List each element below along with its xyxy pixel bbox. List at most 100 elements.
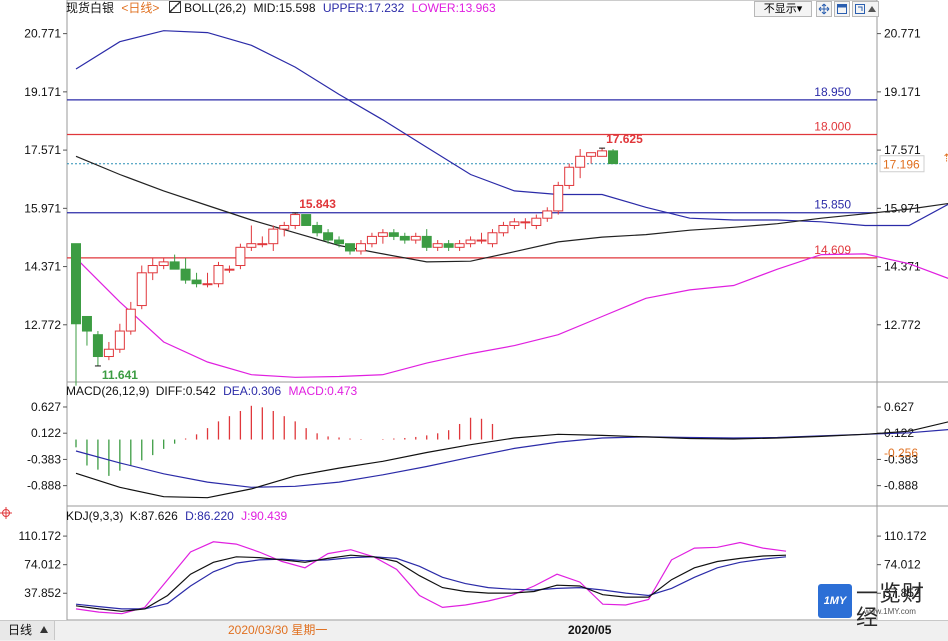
macd-diff-line bbox=[75, 421, 948, 499]
kdj-d-value: D:86.220 bbox=[185, 509, 234, 523]
candle-body bbox=[71, 243, 81, 325]
candle-body bbox=[136, 272, 147, 307]
boll-mid-line bbox=[75, 155, 948, 263]
candle-body bbox=[454, 243, 465, 248]
candle-body bbox=[312, 224, 323, 234]
candle-body bbox=[509, 221, 520, 226]
date-cursor-label: 2020/03/30 星期一 bbox=[228, 623, 328, 637]
boll-upper-value: UPPER:17.232 bbox=[322, 1, 405, 15]
kdj-d-line bbox=[75, 556, 787, 610]
candle-body bbox=[377, 232, 388, 237]
macd-indicator-name[interactable]: MACD(26,12,9) bbox=[66, 384, 150, 398]
boll-upper-line bbox=[75, 30, 948, 227]
macd-tick-label-left: -0.888 bbox=[27, 479, 61, 493]
candle-body bbox=[345, 243, 355, 252]
candle-body bbox=[279, 224, 290, 230]
horizontal-level-label: 14.609 bbox=[814, 243, 851, 257]
candle-body bbox=[125, 308, 136, 332]
candle-body bbox=[169, 261, 180, 270]
candle-body bbox=[465, 239, 476, 245]
fit-screen-icon[interactable] bbox=[816, 1, 832, 17]
price-tick-label-left: 17.571 bbox=[24, 143, 61, 157]
kdj-tick-label-left: 110.172 bbox=[19, 529, 62, 543]
period-label[interactable]: <日线> bbox=[121, 1, 160, 15]
kdj-tick-label-right: 37.852 bbox=[884, 586, 921, 600]
candle-body bbox=[81, 315, 92, 332]
extreme-price-label: 17.625 bbox=[606, 132, 643, 146]
candle-body bbox=[432, 243, 443, 248]
candle-body bbox=[366, 235, 377, 245]
price-arrow-icon: ⇡ bbox=[942, 153, 948, 165]
kdj-k-line bbox=[75, 554, 787, 612]
price-tick-label-right: 14.371 bbox=[884, 260, 921, 274]
kdj-indicator-name[interactable]: KDJ(9,3,3) bbox=[66, 509, 124, 523]
kdj-tick-label-left: 37.852 bbox=[24, 586, 61, 600]
expand-icon[interactable] bbox=[852, 1, 868, 17]
candle-body bbox=[421, 235, 432, 248]
candle-body bbox=[355, 243, 366, 252]
kdj-tick-label-right: 74.012 bbox=[884, 558, 921, 572]
macd-dea-value: DEA:0.306 bbox=[223, 384, 282, 398]
macd-tick-label-right: -0.888 bbox=[884, 479, 918, 493]
extreme-price-label: 11.641 bbox=[102, 368, 138, 382]
candle-body bbox=[158, 261, 169, 267]
logo-name: 一览财经 bbox=[856, 581, 926, 630]
candle-body bbox=[586, 152, 597, 157]
logo-badge: 1MY bbox=[818, 584, 852, 618]
candle-body bbox=[531, 217, 542, 226]
kdj-j-line bbox=[75, 541, 787, 615]
candle-body bbox=[410, 235, 421, 241]
candle-body bbox=[246, 243, 257, 248]
boll-icon bbox=[168, 1, 181, 13]
price-tick-label-right: 19.171 bbox=[884, 85, 921, 99]
candle-body bbox=[114, 330, 125, 350]
kdj-tick-label-left: 74.012 bbox=[24, 558, 61, 572]
candle-body bbox=[520, 221, 531, 224]
status-bar bbox=[0, 620, 948, 641]
boll-lower-value: LOWER:13.963 bbox=[411, 1, 496, 15]
candle-body bbox=[301, 214, 312, 226]
macd-current-label: -0.256 bbox=[884, 446, 918, 460]
triangle-up-icon[interactable] bbox=[40, 626, 48, 633]
candle-body bbox=[257, 243, 268, 246]
kdj-tick-label-right: 110.172 bbox=[884, 529, 927, 543]
horizontal-level-label: 18.000 bbox=[814, 119, 851, 133]
horizontal-level-label: 15.850 bbox=[814, 198, 851, 212]
price-tick-label-left: 15.971 bbox=[24, 201, 61, 215]
instrument-name: 现货白银 bbox=[66, 1, 115, 15]
candle-body bbox=[202, 283, 213, 286]
kdj-legend: KDJ(9,3,3) K:87.626 D:86.220 J:90.439 bbox=[66, 509, 287, 523]
candle-body bbox=[213, 265, 224, 285]
candle-body bbox=[268, 228, 279, 245]
macd-tick-label-right: 0.627 bbox=[884, 400, 914, 414]
window-icon[interactable] bbox=[834, 1, 850, 17]
month-axis-label: 2020/05 bbox=[568, 623, 612, 637]
candle-body bbox=[323, 232, 334, 241]
price-tick-label-right: 12.772 bbox=[884, 318, 921, 332]
boll-lower-line bbox=[75, 253, 948, 378]
extreme-price-label: 15.843 bbox=[299, 197, 336, 211]
price-tick-label-left: 19.171 bbox=[24, 85, 61, 99]
scroll-up-icon[interactable] bbox=[866, 1, 879, 17]
kdj-j-value: J:90.439 bbox=[241, 509, 288, 523]
macd-tick-label-left: 0.627 bbox=[31, 400, 61, 414]
price-tick-label-right: 20.771 bbox=[884, 27, 921, 41]
period-tab[interactable]: 日线 bbox=[0, 621, 55, 640]
horizontal-level-label: 18.950 bbox=[814, 85, 851, 99]
crosshair-icon[interactable] bbox=[0, 506, 12, 519]
candle-body bbox=[224, 268, 235, 271]
candle-body bbox=[191, 279, 202, 285]
macd-legend: MACD(26,12,9) DIFF:0.542 DEA:0.306 MACD:… bbox=[66, 384, 357, 398]
main-chart-legend: 现货白银 <日线> BOLL(26,2) MID:15.598 UPPER:17… bbox=[66, 1, 496, 15]
macd-value: MACD:0.473 bbox=[288, 384, 358, 398]
macd-tick-label-left: 0.122 bbox=[31, 426, 61, 440]
candle-body bbox=[498, 224, 509, 234]
hide-dropdown[interactable]: 不显示▾ bbox=[754, 1, 812, 17]
candle-body bbox=[399, 235, 410, 241]
boll-mid-value: MID:15.598 bbox=[253, 1, 316, 15]
candle-body bbox=[103, 348, 114, 358]
candle-body bbox=[553, 184, 564, 212]
boll-indicator-name[interactable]: BOLL(26,2) bbox=[184, 1, 247, 15]
watermark-logo: 1MY 一览财经 www.1MY.com bbox=[818, 582, 946, 630]
